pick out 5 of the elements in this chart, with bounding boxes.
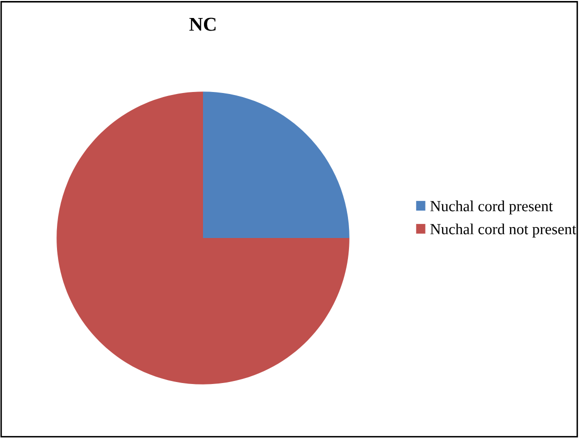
pie-slice — [203, 92, 350, 238]
chart-title: NC — [189, 18, 216, 31]
legend-label: Nuchal cord present — [430, 200, 553, 214]
pie-slice — [56, 92, 350, 384]
legend-label: Nuchal cord not present — [430, 224, 576, 238]
